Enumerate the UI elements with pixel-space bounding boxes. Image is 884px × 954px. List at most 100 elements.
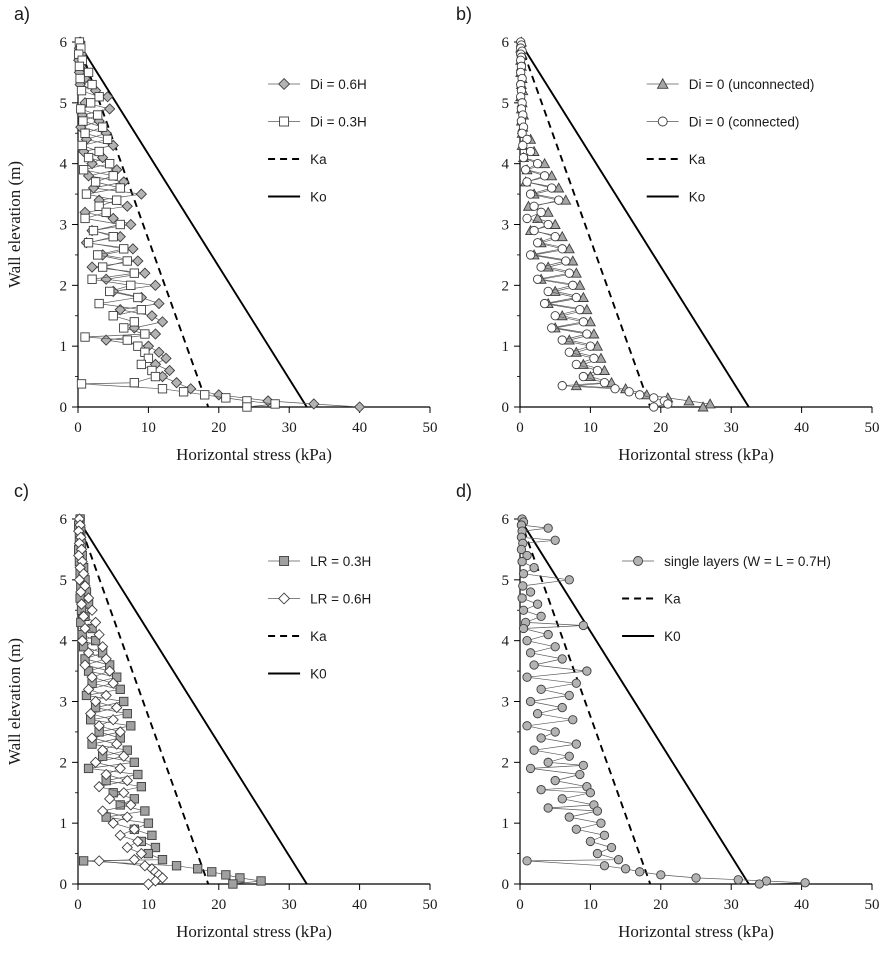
svg-text:0: 0: [516, 897, 524, 913]
svg-text:20: 20: [653, 420, 668, 436]
svg-text:Horizontal stress (kPa): Horizontal stress (kPa): [176, 445, 332, 464]
svg-text:30: 30: [282, 897, 297, 913]
svg-text:4: 4: [60, 634, 68, 650]
svg-text:1: 1: [60, 339, 68, 355]
reference-lines: [77, 41, 308, 408]
svg-text:20: 20: [211, 897, 226, 913]
chart-b: 0 10 20 30 40 50 0 1 2 3 4 5 6 Horizontal stress (kPa…: [502, 35, 880, 464]
svg-text:40: 40: [794, 897, 809, 913]
axes: 0 10 20 30 40 50 0 1 2 3 4 5 6 Horizontal stress (kPa…: [502, 512, 880, 941]
svg-text:Ka: Ka: [310, 629, 327, 644]
svg-text:50: 50: [865, 897, 880, 913]
reference-lines: [519, 518, 750, 885]
svg-text:5: 5: [60, 96, 68, 112]
svg-text:3: 3: [60, 218, 68, 234]
legend: single layers (W = L = 0.7H) Ka K0: [622, 554, 831, 644]
svg-text:0: 0: [60, 877, 68, 893]
svg-text:0: 0: [74, 897, 82, 913]
svg-text:Ko: Ko: [310, 190, 327, 205]
chart-d: 0 10 20 30 40 50 0 1 2 3 4 5 6 Horizontal stress (kPa…: [502, 512, 880, 941]
series-1: [516, 37, 673, 412]
svg-text:6: 6: [60, 512, 68, 528]
svg-text:3: 3: [502, 695, 510, 711]
svg-text:6: 6: [60, 35, 68, 51]
legend: Di = 0.6H Di = 0.3H Ka Ko: [268, 77, 367, 205]
reference-lines: [519, 41, 750, 408]
svg-text:50: 50: [865, 420, 880, 436]
svg-text:50: 50: [423, 420, 438, 436]
legend: LR = 0.3H LR = 0.6H Ka K0: [268, 554, 371, 682]
svg-text:40: 40: [352, 420, 367, 436]
axes: 0 10 20 30 40 50 0 1 2 3 4 5 6 Horizontal stress (kPa…: [502, 35, 880, 464]
svg-text:2: 2: [60, 278, 68, 294]
svg-text:1: 1: [502, 816, 510, 832]
svg-text:Ka: Ka: [664, 592, 681, 607]
svg-text:30: 30: [724, 897, 739, 913]
svg-text:5: 5: [60, 573, 68, 589]
svg-text:Ka: Ka: [689, 152, 706, 167]
panel-d: d) 0 10 20 30 40 50 0 1 2 3 4 5 6 Horizontal stress (…: [442, 477, 884, 954]
panel-d-label: d): [456, 481, 473, 501]
svg-text:40: 40: [794, 420, 809, 436]
svg-text:3: 3: [60, 695, 68, 711]
svg-text:Di = 0.6H: Di = 0.6H: [310, 77, 367, 92]
svg-text:2: 2: [60, 755, 68, 771]
panel-a-label: a): [14, 4, 31, 24]
chart-c: 0 10 20 30 40 50 0 1 2 3 4 5 6 Horizontal stress (kPa…: [5, 512, 438, 941]
svg-text:20: 20: [653, 897, 668, 913]
svg-text:LR = 0.6H: LR = 0.6H: [310, 592, 371, 607]
svg-text:Horizontal stress (kPa): Horizontal stress (kPa): [618, 922, 774, 941]
svg-text:Horizontal stress (kPa): Horizontal stress (kPa): [176, 922, 332, 941]
panel-a: a) 0 10 20 30 40 50 0 1 2 3 4 5 6 Horizontal stress (…: [0, 0, 442, 477]
svg-text:single layers (W = L = 0.7H): single layers (W = L = 0.7H): [664, 554, 831, 569]
panel-b: b) 0 10 20 30 40 50 0 1 2 3 4 5 6 Horizontal stress (…: [442, 0, 884, 477]
svg-text:0: 0: [60, 400, 68, 416]
svg-text:LR = 0.3H: LR = 0.3H: [310, 554, 371, 569]
svg-text:6: 6: [502, 512, 510, 528]
panel-b-label: b): [456, 4, 473, 24]
svg-text:20: 20: [211, 420, 226, 436]
svg-text:10: 10: [141, 897, 156, 913]
axes: 0 10 20 30 40 50 0 1 2 3 4 5 6 Horizontal stress (kPa…: [5, 512, 438, 941]
svg-text:Wall elevation (m): Wall elevation (m): [5, 638, 24, 765]
svg-text:Horizontal stress (kPa): Horizontal stress (kPa): [618, 445, 774, 464]
svg-text:30: 30: [724, 420, 739, 436]
axes: 0 10 20 30 40 50 0 1 2 3 4 5 6 Horizontal stress (kPa…: [5, 35, 438, 464]
svg-text:5: 5: [502, 573, 510, 589]
svg-text:K0: K0: [664, 629, 681, 644]
svg-text:4: 4: [502, 157, 510, 173]
svg-text:1: 1: [502, 339, 510, 355]
svg-text:Wall elevation (m): Wall elevation (m): [5, 161, 24, 288]
svg-text:0: 0: [502, 877, 510, 893]
svg-text:2: 2: [502, 755, 510, 771]
series-0: [74, 514, 266, 889]
series-1: [74, 37, 280, 412]
svg-text:Di = 0.3H: Di = 0.3H: [310, 115, 367, 130]
svg-text:50: 50: [423, 897, 438, 913]
svg-text:Ka: Ka: [310, 152, 327, 167]
chart-a: 0 10 20 30 40 50 0 1 2 3 4 5 6 Horizontal stress (kPa…: [5, 35, 438, 464]
svg-text:0: 0: [74, 420, 82, 436]
series-1: [73, 513, 169, 890]
svg-text:30: 30: [282, 420, 297, 436]
reference-lines: [77, 518, 308, 885]
svg-text:2: 2: [502, 278, 510, 294]
svg-text:0: 0: [516, 420, 524, 436]
svg-text:Di = 0 (connected): Di = 0 (connected): [689, 115, 800, 130]
svg-text:4: 4: [502, 634, 510, 650]
svg-text:1: 1: [60, 816, 68, 832]
legend: Di = 0 (unconnected) Di = 0 (connected) Ka…: [646, 77, 815, 205]
svg-text:10: 10: [583, 897, 598, 913]
svg-text:40: 40: [352, 897, 367, 913]
svg-text:Di = 0 (unconnected): Di = 0 (unconnected): [689, 77, 815, 92]
svg-text:10: 10: [583, 420, 598, 436]
svg-text:4: 4: [60, 157, 68, 173]
svg-text:K0: K0: [310, 667, 327, 682]
svg-text:Ko: Ko: [689, 190, 706, 205]
svg-text:6: 6: [502, 35, 510, 51]
svg-text:5: 5: [502, 96, 510, 112]
svg-text:3: 3: [502, 218, 510, 234]
svg-text:0: 0: [502, 400, 510, 416]
svg-text:10: 10: [141, 420, 156, 436]
